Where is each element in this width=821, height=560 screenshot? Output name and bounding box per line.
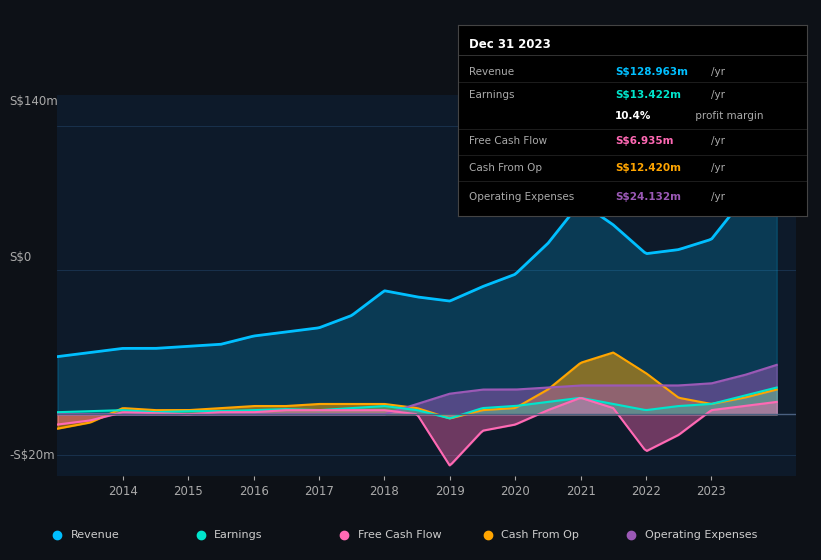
Text: /yr: /yr <box>711 163 725 173</box>
Text: Operating Expenses: Operating Expenses <box>644 530 757 540</box>
Text: Revenue: Revenue <box>71 530 119 540</box>
Text: S$140m: S$140m <box>10 95 58 108</box>
Text: S$6.935m: S$6.935m <box>615 136 674 146</box>
Text: Cash From Op: Cash From Op <box>469 163 542 173</box>
Text: S$12.420m: S$12.420m <box>615 163 681 173</box>
Text: /yr: /yr <box>711 136 725 146</box>
Text: -S$20m: -S$20m <box>10 449 55 461</box>
Text: S$13.422m: S$13.422m <box>615 90 681 100</box>
Text: /yr: /yr <box>711 67 725 77</box>
Text: S$128.963m: S$128.963m <box>615 67 688 77</box>
Text: S$0: S$0 <box>10 250 32 264</box>
Text: Free Cash Flow: Free Cash Flow <box>469 136 547 146</box>
Text: Cash From Op: Cash From Op <box>501 530 579 540</box>
Text: Free Cash Flow: Free Cash Flow <box>358 530 441 540</box>
Text: Revenue: Revenue <box>469 67 514 77</box>
Text: profit margin: profit margin <box>692 111 764 120</box>
Text: /yr: /yr <box>711 90 725 100</box>
Text: 10.4%: 10.4% <box>615 111 652 120</box>
Text: S$24.132m: S$24.132m <box>615 192 681 202</box>
Text: /yr: /yr <box>711 192 725 202</box>
Text: Dec 31 2023: Dec 31 2023 <box>469 38 550 50</box>
Text: Earnings: Earnings <box>469 90 514 100</box>
Text: Earnings: Earnings <box>214 530 263 540</box>
Text: Operating Expenses: Operating Expenses <box>469 192 574 202</box>
